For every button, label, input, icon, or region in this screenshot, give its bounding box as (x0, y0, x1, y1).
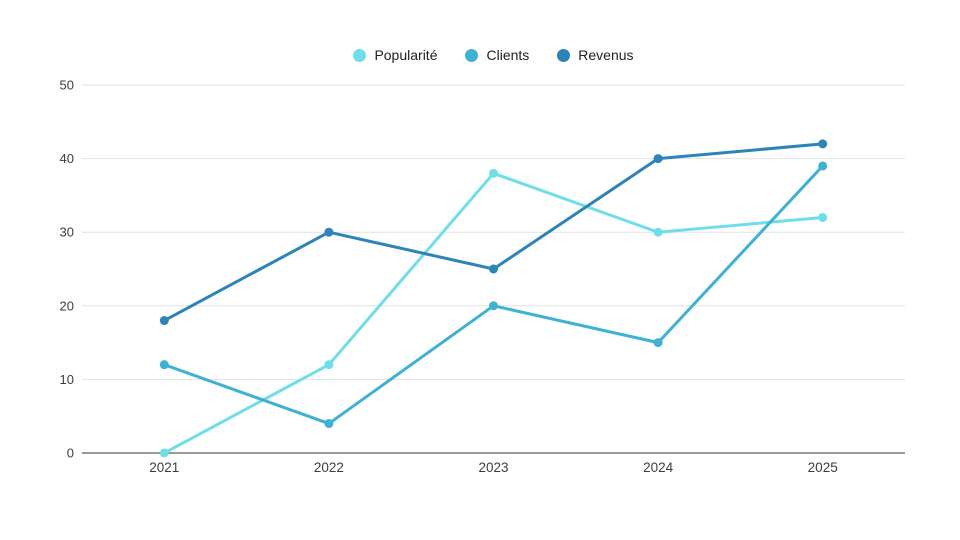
x-tick-label: 2025 (808, 460, 838, 475)
x-tick-label: 2024 (643, 460, 674, 475)
y-tick-label: 50 (60, 78, 74, 93)
data-point-clients[interactable] (653, 338, 663, 348)
series-line-popularite (162, 171, 825, 455)
x-tick-label: 2021 (149, 460, 179, 475)
y-tick-label: 10 (60, 372, 74, 387)
legend-label: Clients (486, 47, 530, 63)
legend-swatch-icon (465, 48, 479, 62)
data-point-clients[interactable] (159, 360, 169, 370)
data-point-clients[interactable] (489, 301, 498, 311)
y-tick-label: 0 (67, 446, 74, 461)
y-tick-label: 30 (60, 225, 74, 240)
y-tick-label: 20 (60, 298, 74, 313)
data-point-popularite[interactable] (159, 448, 169, 458)
legend-item-revenus[interactable]: Revenus (557, 47, 634, 63)
data-point-revenus[interactable] (489, 264, 498, 274)
data-point-revenus[interactable] (818, 139, 828, 149)
series-line-clients (162, 164, 825, 426)
legend-item-popularite[interactable]: Popularité (353, 47, 437, 63)
data-point-revenus[interactable] (324, 227, 334, 237)
data-point-clients[interactable] (324, 419, 334, 429)
data-point-revenus[interactable] (159, 316, 169, 326)
data-point-popularite[interactable] (818, 212, 828, 222)
x-tick-label: 2022 (314, 460, 344, 475)
data-point-revenus[interactable] (653, 154, 663, 164)
legend-swatch-icon (353, 48, 367, 62)
chart-legend: Popularité Clients Revenus (0, 47, 960, 63)
legend-label: Revenus (578, 47, 634, 63)
legend-swatch-icon (557, 48, 571, 62)
y-tick-label: 40 (60, 151, 74, 166)
data-point-popularite[interactable] (653, 227, 663, 237)
data-point-popularite[interactable] (489, 168, 498, 178)
legend-item-clients[interactable]: Clients (465, 47, 529, 63)
data-point-popularite[interactable] (324, 360, 334, 370)
legend-label: Popularité (374, 47, 438, 63)
x-tick-label: 2023 (478, 460, 508, 475)
data-point-clients[interactable] (818, 161, 828, 171)
